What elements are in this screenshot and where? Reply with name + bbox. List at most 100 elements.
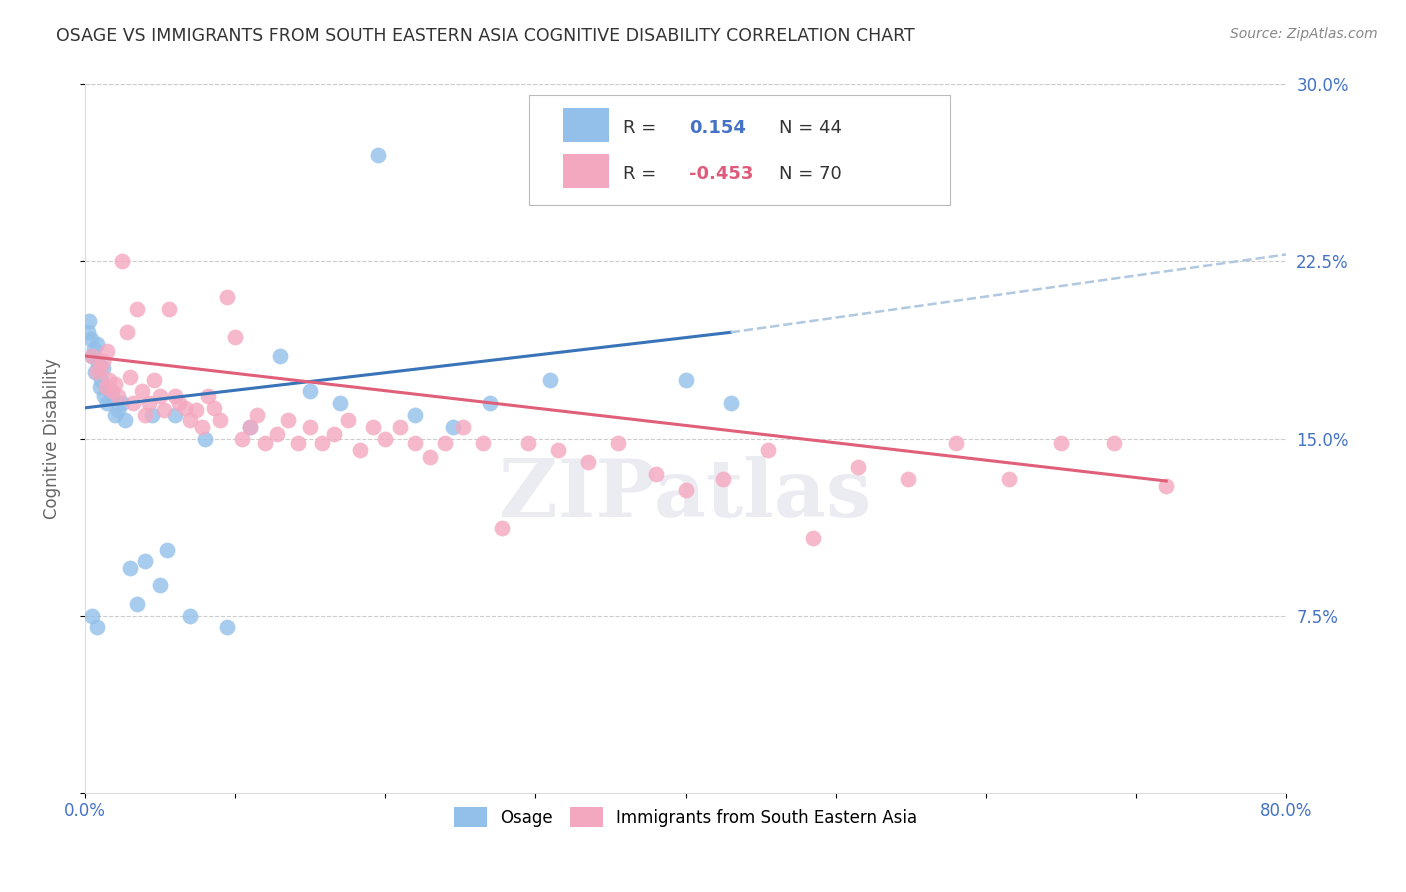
Point [157,301,180,316]
Bar [562,154,609,188]
Point [711,472,734,486]
Point [84,366,107,380]
Point [239,419,262,434]
Point [644,467,666,481]
Point [516,436,538,450]
Point [276,412,298,426]
Point [404,436,426,450]
Point [163,408,186,422]
Point [111,396,134,410]
Point [299,419,322,434]
Point [83,342,105,356]
Point [127,301,149,316]
Point [194,432,217,446]
Point [86,337,108,351]
Point [323,426,346,441]
Point [191,419,214,434]
Point [336,412,359,426]
Point [441,419,464,434]
Point [114,412,136,426]
Point [104,408,127,422]
Point [479,396,502,410]
Point [96,344,118,359]
Point [997,472,1019,486]
Point [179,412,201,426]
Point [93,389,115,403]
Text: -0.453: -0.453 [689,165,754,183]
Point [246,408,269,422]
Point [801,531,824,545]
Point [80,332,103,346]
Point [217,290,239,304]
Point [576,455,599,469]
Point [846,459,869,474]
Point [607,436,630,450]
FancyBboxPatch shape [530,95,950,205]
Point [607,125,630,139]
Point [1156,479,1178,493]
Point [82,349,104,363]
Point [224,330,246,344]
Text: OSAGE VS IMMIGRANTS FROM SOUTH EASTERN ASIA COGNITIVE DISABILITY CORRELATION CHA: OSAGE VS IMMIGRANTS FROM SOUTH EASTERN A… [56,27,915,45]
Text: N = 44: N = 44 [779,119,842,137]
Point [82,349,104,363]
Point [131,384,153,399]
Point [107,389,129,403]
Point [98,384,121,399]
Point [89,379,111,393]
Point [153,403,176,417]
Point [349,443,371,458]
Point [91,360,114,375]
Point [100,389,122,403]
Point [156,542,179,557]
Text: N = 70: N = 70 [779,165,842,183]
Point [361,419,384,434]
Point [104,377,127,392]
Point [374,432,396,446]
Point [299,384,322,399]
Point [138,396,160,410]
Point [1050,436,1073,450]
Point [547,443,569,458]
Point [149,578,172,592]
Point [115,326,138,340]
Point [90,372,112,386]
Point [134,408,156,422]
Point [266,426,288,441]
Text: 0.154: 0.154 [689,119,747,137]
Point [142,372,165,386]
Point [184,403,207,417]
Point [94,379,117,393]
Point [675,372,697,386]
Text: ZIPatlas: ZIPatlas [499,456,872,534]
Point [269,349,291,363]
Y-axis label: Cognitive Disability: Cognitive Disability [44,358,60,519]
Point [756,443,779,458]
Text: R =: R = [623,165,662,183]
Point [434,436,457,450]
Point [239,419,262,434]
Point [253,436,276,450]
Point [471,436,494,450]
Point [118,370,141,384]
Bar [562,108,609,143]
Point [287,436,309,450]
Point [367,148,389,162]
Point [86,366,108,380]
Text: R =: R = [623,119,662,137]
Point [202,401,225,415]
Point [453,419,475,434]
Point [82,608,104,623]
Point [491,521,513,535]
Point [86,620,108,634]
Point [720,396,742,410]
Point [311,436,333,450]
Point [94,379,117,393]
Point [121,396,143,410]
Point [897,472,920,486]
Text: Source: ZipAtlas.com: Source: ZipAtlas.com [1230,27,1378,41]
Point [107,403,129,417]
Point [197,389,219,403]
Point [174,401,197,415]
Point [89,360,111,375]
